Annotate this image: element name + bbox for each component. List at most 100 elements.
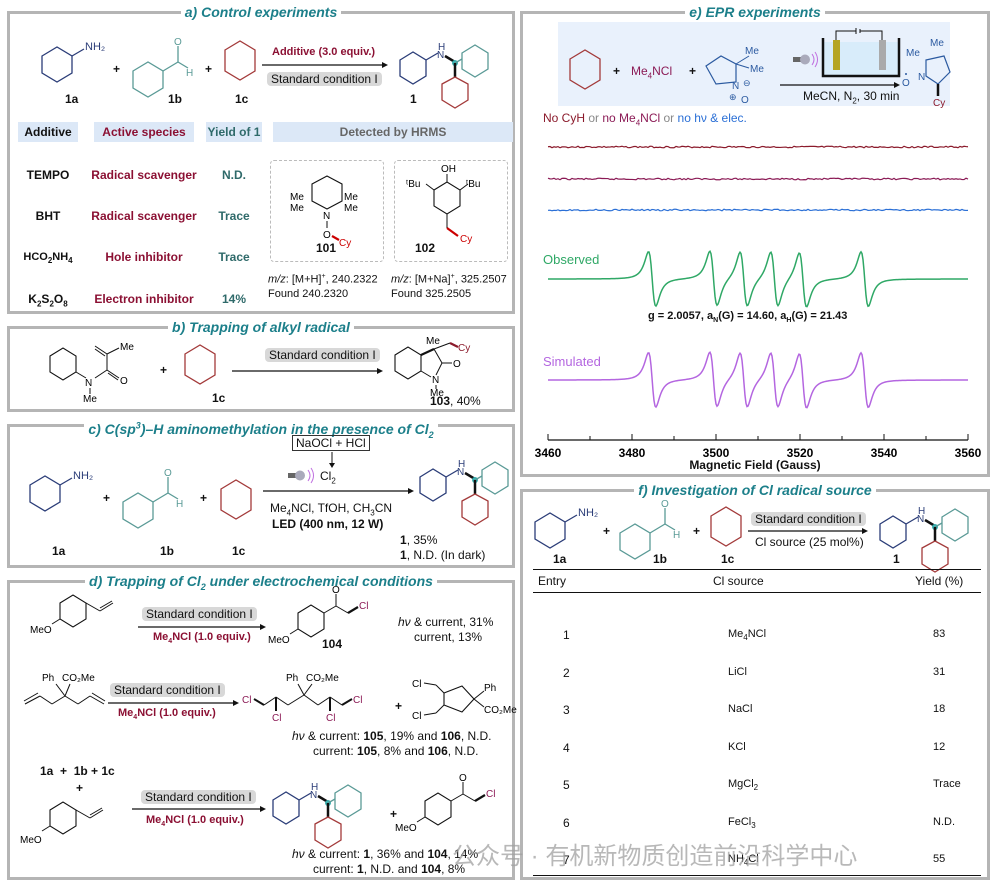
species-persulfate: Electron inhibitor (94, 292, 194, 306)
yield-cell: 83 (933, 628, 946, 640)
label-1b: 1b (653, 552, 668, 566)
panel-cl-radical-source: f) Investigation of Cl radical source NH… (520, 482, 990, 880)
yield-cell: 12 (933, 740, 946, 753)
entry-cell: 5 (563, 778, 570, 792)
cyclohexane-structure (224, 40, 256, 81)
svg-text:H: H (458, 459, 465, 470)
additive-ammonium-formate: HCO2NH4 (23, 251, 73, 266)
result-light: 1, 35% (400, 533, 438, 547)
label-1b: 1b (168, 92, 183, 106)
label-product-1: 1 (893, 552, 900, 566)
arrow-label-additive: Additive (3.0 equiv.) (272, 46, 376, 58)
svg-text:MeO: MeO (20, 835, 42, 846)
x-tick-label: 3520 (787, 446, 814, 460)
panel-trapping-alkyl-radical: b) Trapping of alkyl radical N Me O Me +… (7, 319, 515, 412)
svg-text:H: H (186, 68, 193, 79)
epr-trace-no-h-elec- (547, 208, 969, 212)
additive-bht: BHT (35, 209, 61, 223)
table-rule-mid (533, 592, 981, 593)
svg-text:Cl: Cl (412, 711, 421, 722)
found-101: Found 240.2320 (268, 288, 349, 300)
cyclohexane-structure (569, 49, 601, 90)
light-bulb-icon (288, 467, 314, 484)
acrylamide-structure: N Me O Me (49, 342, 134, 405)
svg-text:ᵗBu: ᵗBu (466, 179, 480, 190)
label-104: 104 (322, 637, 343, 651)
me4ncl-reagent: Me4NCl (631, 64, 673, 81)
reaction-arrow (263, 488, 414, 494)
svg-text:Ph: Ph (42, 673, 54, 684)
svg-text:Me: Me (426, 336, 440, 347)
methoxystyrene-structure: MeO (20, 801, 104, 846)
cl-source-cell: KCl (728, 740, 746, 753)
label-product-1: 1 (410, 92, 417, 106)
adduct-102-box (394, 160, 508, 262)
epr-parameters: g = 2.0057, aN(G) = 14.60, aH(G) = 21.43 (648, 310, 848, 325)
svg-text:Cy: Cy (339, 238, 351, 249)
product-1-structure: H N (879, 506, 969, 573)
panel-title: e) EPR experiments (685, 4, 825, 20)
yield-tempo: N.D. (222, 168, 246, 182)
me4ncl-label: Me4NCl (1.0 equiv.) (153, 631, 251, 646)
yield-cell: Trace (933, 778, 961, 790)
aniline-structure: NH₂ (534, 507, 598, 549)
found-102: Found 325.2505 (391, 288, 472, 300)
panel-trapping-cl2: d) Trapping of Cl2 under electrochemical… (7, 573, 517, 880)
label-101: 101 (316, 241, 337, 255)
svg-text:O: O (741, 95, 749, 106)
entry-cell: 4 (563, 740, 570, 755)
svg-text:Me: Me (750, 64, 764, 75)
me4ncl-label: Me4NCl (1.0 equiv.) (118, 707, 216, 722)
cl-source-cell: MgCl2 (728, 778, 759, 793)
svg-text:O: O (164, 468, 172, 479)
header-hrms: Detected by HRMS (273, 122, 513, 142)
svg-text:Ph: Ph (286, 673, 298, 684)
svg-text:MeO: MeO (268, 635, 290, 646)
cl-source-cell: NH4Cl (728, 853, 759, 868)
table-row: 4 KCl 12 (523, 741, 987, 757)
reaction-arrow (780, 82, 900, 88)
svg-text:N: N (732, 81, 739, 92)
x-tick-label: 3460 (535, 446, 562, 460)
legend-no-hv-elec: no hν & elec. (677, 111, 747, 125)
svg-text:O: O (120, 376, 128, 387)
entry-cell: 7 (563, 853, 570, 867)
rxn3-result-1: hν & current: 1, 36% and 104, 14% (292, 847, 479, 861)
svg-text:NH₂: NH₂ (578, 507, 598, 519)
dmpo-structure: Me Me N ⊖ ⊕ O (705, 46, 764, 106)
svg-text:N: N (310, 790, 317, 801)
label-1c: 1c (232, 544, 246, 558)
methoxystyrene-structure: MeO (30, 594, 114, 636)
chloroacetophenone-104-structure: O Cl MeO (268, 585, 368, 646)
rxn2-result-1: hν & current: 105, 19% and 106, N.D. (292, 729, 492, 743)
tempo-cy-adduct-structure: Me Me Me Me N O Cy (290, 175, 358, 249)
label-1a: 1a (52, 544, 66, 558)
standard-condition-chip: Standard condition I (141, 790, 256, 804)
svg-text:⊖: ⊖ (743, 78, 751, 88)
standard-condition-chip: Standard condition I (751, 512, 866, 526)
label-1c: 1c (235, 92, 249, 106)
cl-source-cell: FeCl3 (728, 815, 756, 830)
svg-text:Cy: Cy (933, 98, 945, 109)
naocl-hcl-box: NaOCl + HCl (292, 435, 370, 451)
svg-text:Cl: Cl (359, 601, 368, 612)
reaction-arrow (132, 806, 266, 812)
product-1-structure: H N (419, 459, 509, 526)
cl-source-condition: Cl source (25 mol%) (755, 535, 864, 549)
x-tick-label: 3500 (703, 446, 730, 460)
cyclohexanecarboxaldehyde-structure: O H (619, 499, 680, 560)
standard-condition-chip: Standard condition I (267, 72, 382, 86)
standard-condition-chip: Standard condition I (142, 607, 257, 621)
x-tick-label: 3540 (871, 446, 898, 460)
col-entry: Entry (538, 574, 567, 588)
rxn1-result-1: hν & current, 31% (398, 615, 494, 629)
table-row: 5 MgCl2 Trace (523, 778, 987, 794)
table-row: 7 NH4Cl 55 (523, 853, 987, 869)
svg-text:H: H (673, 530, 680, 541)
additive-tempo: TEMPO (26, 168, 70, 182)
x-axis-label: Magnetic Field (Gauss) (689, 458, 821, 472)
cyclohexane-structure (710, 506, 742, 547)
yield-ammonium-formate: Trace (218, 250, 250, 264)
svg-text:H: H (311, 782, 318, 793)
svg-text:Me: Me (344, 192, 358, 203)
